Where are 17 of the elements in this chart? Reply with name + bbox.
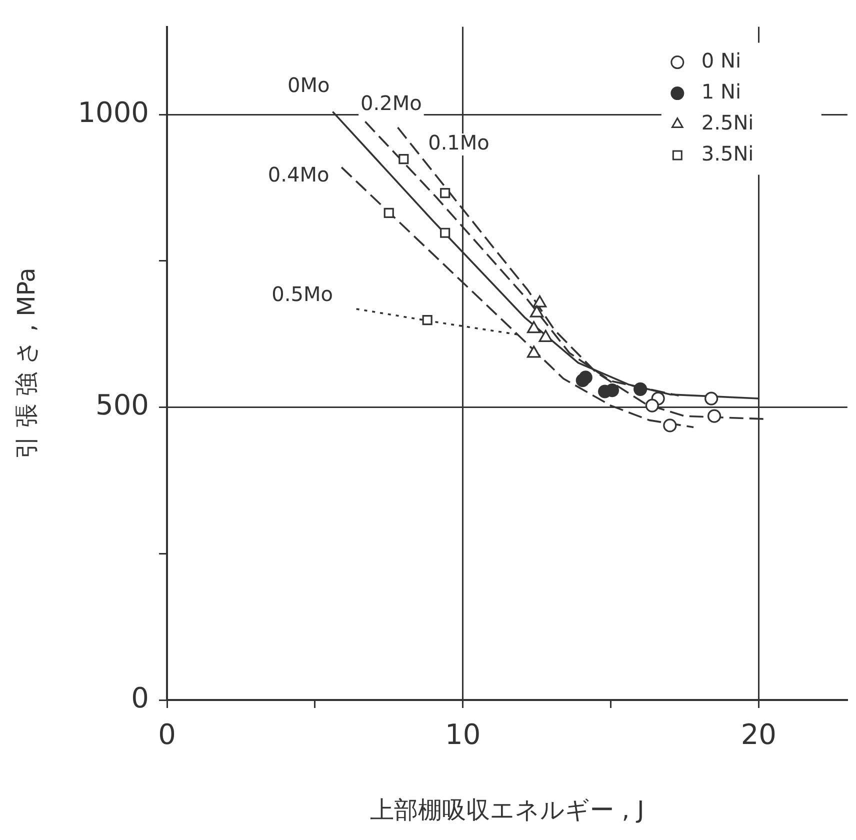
legend-label: 0 Ni <box>701 48 742 73</box>
legend-label: 2.5Ni <box>701 110 754 135</box>
x-tick-label: 0 <box>158 718 176 752</box>
y-tick-label: 1000 <box>78 96 149 129</box>
x-axis-title: 上部棚吸収エネルギー , J <box>370 796 644 824</box>
series-label: 0.5Mo <box>272 282 333 306</box>
series-label: 0.2Mo <box>360 90 422 115</box>
x-tick-label: 10 <box>445 718 481 752</box>
y-tick-label: 500 <box>96 388 149 422</box>
series-label: 0.1Mo <box>428 130 490 155</box>
legend-label: 3.5Ni <box>701 142 754 166</box>
legend-label: 1 Ni <box>701 80 742 104</box>
y-axis-title: 引 張 強 さ , MPa <box>12 268 41 460</box>
series-label: 0.4Mo <box>268 162 330 186</box>
series-label: 0Mo <box>288 72 330 97</box>
x-tick-label: 20 <box>740 718 776 752</box>
y-tick-label: 0 <box>131 681 149 714</box>
